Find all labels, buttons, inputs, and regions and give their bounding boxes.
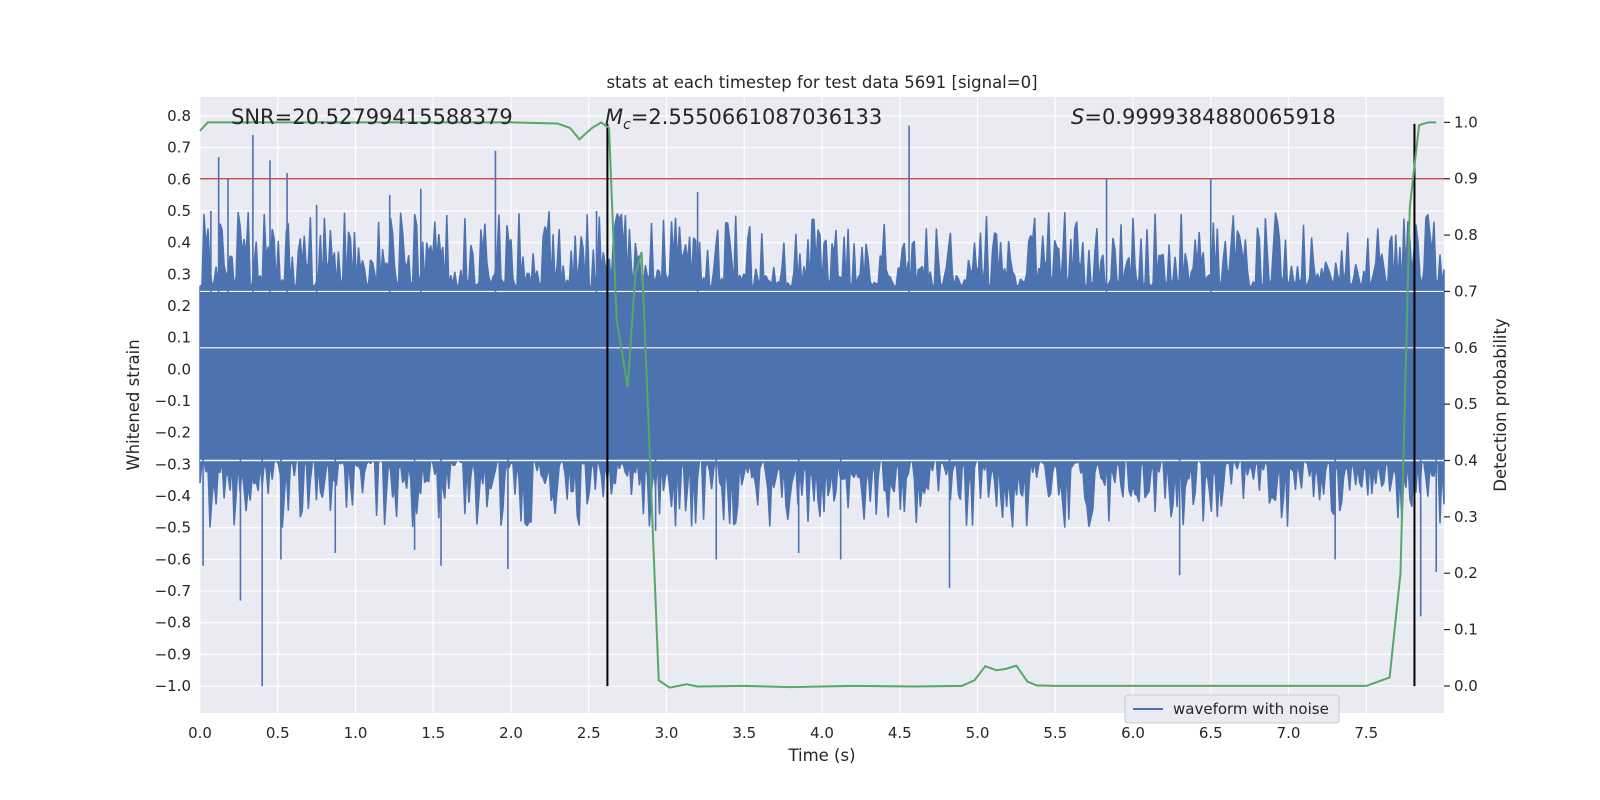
y-tick-label-4: 0.4 — [167, 234, 191, 252]
y2-tick-label-7: 0.3 — [1454, 508, 1478, 526]
y2-tick-label-2: 0.8 — [1454, 226, 1478, 244]
event-markers — [606, 123, 1416, 687]
y-tick-label-0: 0.8 — [167, 107, 191, 125]
y2-tick-label-0: 1.0 — [1454, 113, 1478, 131]
chirp-mass-annotation: Mc=2.5550661087036133 — [605, 105, 882, 133]
mc-value: =2.5550661087036133 — [631, 105, 882, 129]
x-tick-label-5: 2.5 — [577, 724, 601, 742]
x-tick-label-0: 0.0 — [188, 724, 212, 742]
x-tick-label-1: 0.5 — [266, 724, 290, 742]
x-tick-label-10: 5.0 — [966, 724, 990, 742]
y2-tick-label-5: 0.5 — [1454, 395, 1478, 413]
y-tick-label-2: 0.6 — [167, 170, 191, 188]
y-tick-label-10: −0.2 — [155, 424, 191, 442]
x-tick-label-7: 3.5 — [732, 724, 756, 742]
mc-subscript: c — [623, 117, 631, 133]
x-tick-label-9: 4.5 — [888, 724, 912, 742]
x-axis-ticks: 0.0 0.5 1.0 1.5 2.0 2.5 3.0 3.5 4.0 4.5 5.0 5.5 6.0 6… — [188, 724, 1378, 742]
y2-tick-label-4: 0.6 — [1454, 339, 1478, 357]
waveform-core — [200, 299, 1444, 449]
y2-tick-label-9: 0.1 — [1454, 621, 1478, 639]
y-tick-label-7: 0.1 — [167, 329, 191, 347]
y2-tick-label-10: 0.0 — [1454, 677, 1478, 695]
detection-probability-line — [199, 121, 1437, 689]
y2-axis-ticks: 1.0 0.9 0.8 0.7 0.6 0.5 0.4 0.3 0.2 0.1 0.0 — [1444, 113, 1478, 695]
y-tick-label-5: 0.3 — [167, 265, 191, 283]
y-axis-label: Whitened strain — [124, 339, 143, 470]
x-axis-label: Time (s) — [787, 746, 855, 765]
y-tick-label-6: 0.2 — [167, 297, 191, 315]
mc-symbol: M — [605, 105, 623, 129]
x-tick-label-8: 4.0 — [810, 724, 834, 742]
y-tick-label-18: −1.0 — [155, 677, 191, 695]
x-tick-label-2: 1.0 — [344, 724, 368, 742]
y-axis-ticks: 0.8 0.7 0.6 0.5 0.4 0.3 0.2 0.1 0.0 −0.1 −0.2 −0.3 −… — [155, 107, 191, 695]
y-tick-label-13: −0.5 — [155, 519, 191, 537]
y2-tick-label-3: 0.7 — [1454, 282, 1478, 300]
s-symbol: S — [1071, 105, 1084, 129]
x-tick-label-3: 1.5 — [421, 724, 445, 742]
y-tick-label-8: 0.0 — [167, 360, 191, 378]
y-tick-label-3: 0.5 — [167, 202, 191, 220]
y2-axis-label: Detection probability — [1491, 318, 1510, 492]
y-tick-label-17: −0.9 — [155, 645, 191, 663]
x-tick-label-11: 5.5 — [1043, 724, 1067, 742]
x-tick-label-13: 6.5 — [1199, 724, 1223, 742]
y2-tick-label-6: 0.4 — [1454, 452, 1478, 470]
x-tick-label-6: 3.0 — [655, 724, 679, 742]
waveform-spikes — [202, 125, 1438, 687]
x-tick-label-4: 2.0 — [499, 724, 523, 742]
waveform-with-noise-series — [199, 211, 1445, 528]
x-tick-label-14: 7.0 — [1277, 724, 1301, 742]
y-tick-label-12: −0.4 — [155, 487, 191, 505]
s-value: =0.9999384880065918 — [1084, 105, 1335, 129]
y-tick-label-15: −0.7 — [155, 582, 191, 600]
y-tick-label-11: −0.3 — [155, 455, 191, 473]
legend-label: waveform with noise — [1173, 700, 1329, 718]
chart-title: stats at each timestep for test data 569… — [606, 73, 1037, 92]
y2-tick-label-1: 0.9 — [1454, 170, 1478, 188]
y-tick-label-14: −0.6 — [155, 550, 191, 568]
snr-annotation: SNR=20.52799415588379 — [231, 105, 513, 129]
y-tick-label-9: −0.1 — [155, 392, 191, 410]
legend: waveform with noise — [1124, 694, 1340, 724]
legend-box — [1124, 694, 1340, 724]
x-tick-label-12: 6.0 — [1121, 724, 1145, 742]
y-tick-label-16: −0.8 — [155, 614, 191, 632]
y-tick-label-1: 0.7 — [167, 139, 191, 157]
y2-tick-label-8: 0.2 — [1454, 564, 1478, 582]
x-tick-label-15: 7.5 — [1354, 724, 1378, 742]
significance-annotation: S=0.9999384880065918 — [1071, 105, 1336, 129]
